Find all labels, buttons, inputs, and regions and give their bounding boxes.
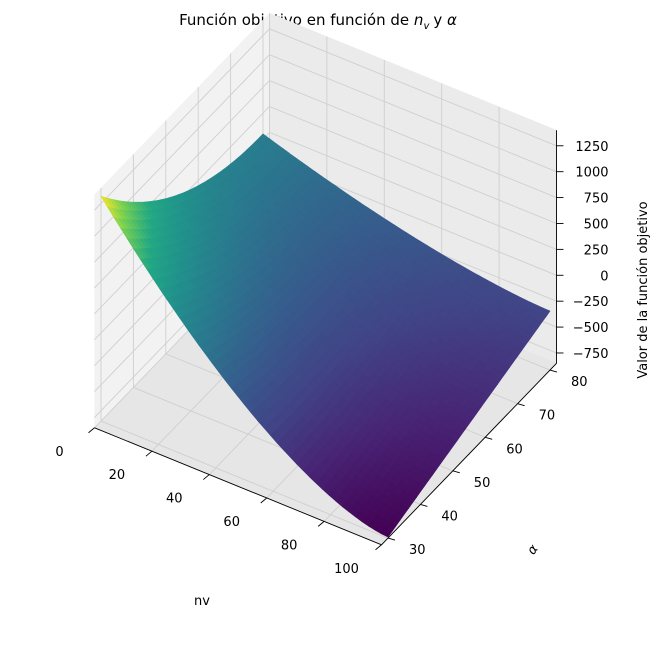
chart-title: Función objetivo en función de nv y α: [179, 11, 457, 32]
x-axis-line: [94, 427, 382, 546]
grid-line-alpha-floor: [100, 420, 389, 539]
x-tick: [375, 544, 382, 551]
z-tick-label: −750: [573, 347, 609, 362]
grid-line-z-back: [269, 131, 557, 250]
x-tick: [145, 450, 153, 457]
grid-line-z-back: [269, 28, 557, 147]
y-tick: [452, 470, 460, 474]
x-tick-label: 20: [109, 468, 126, 483]
y-tick-label: 40: [441, 510, 458, 525]
y-tick: [420, 504, 428, 507]
y-tick-label: 30: [409, 543, 426, 558]
y-tick: [485, 436, 493, 440]
x-tick-label: 0: [55, 445, 63, 460]
x-tick: [317, 521, 325, 527]
surface-cell: [381, 527, 393, 538]
grid-line-z-side: [94, 28, 270, 211]
axis-lines: 0 20 40 60 80 100 30 40 50 60 70 80 −750 −500 −250 0 250…: [55, 130, 609, 577]
x-tick: [88, 427, 95, 434]
y-tick: [517, 403, 525, 407]
surface-plot: [100, 133, 551, 538]
y-tick-label: 60: [506, 442, 523, 457]
x-axis-label: nv: [194, 594, 210, 609]
y-tick: [387, 537, 396, 541]
z-tick-label: 1250: [575, 140, 608, 155]
x-tick: [203, 474, 210, 480]
y-axis-label: α: [525, 542, 542, 558]
grid-line-z-back: [269, 106, 557, 224]
y-tick: [549, 369, 558, 373]
grid-line-z-back: [269, 80, 557, 198]
y-tick-label: 80: [571, 375, 588, 390]
z-tick-label: 250: [584, 243, 609, 258]
z-tick-label: −500: [573, 321, 609, 336]
z-axis-label: Valor de la función objetivo: [636, 201, 651, 378]
x-tick-label: 100: [334, 562, 359, 577]
z-tick-label: 500: [584, 218, 609, 233]
z-tick-label: 750: [584, 192, 609, 207]
y-tick-label: 70: [539, 409, 556, 424]
x-tick-label: 40: [166, 492, 183, 507]
z-tick-label: 0: [600, 269, 608, 284]
y-tick-label: 50: [474, 476, 491, 491]
y-axis-line: [381, 363, 557, 546]
x-tick: [260, 497, 268, 504]
x-tick-label: 80: [281, 538, 298, 553]
z-tick-label: −250: [573, 295, 609, 310]
z-tick-label: 1000: [575, 166, 608, 181]
grid-line-z-back: [269, 54, 557, 173]
x-tick-label: 60: [223, 515, 240, 530]
